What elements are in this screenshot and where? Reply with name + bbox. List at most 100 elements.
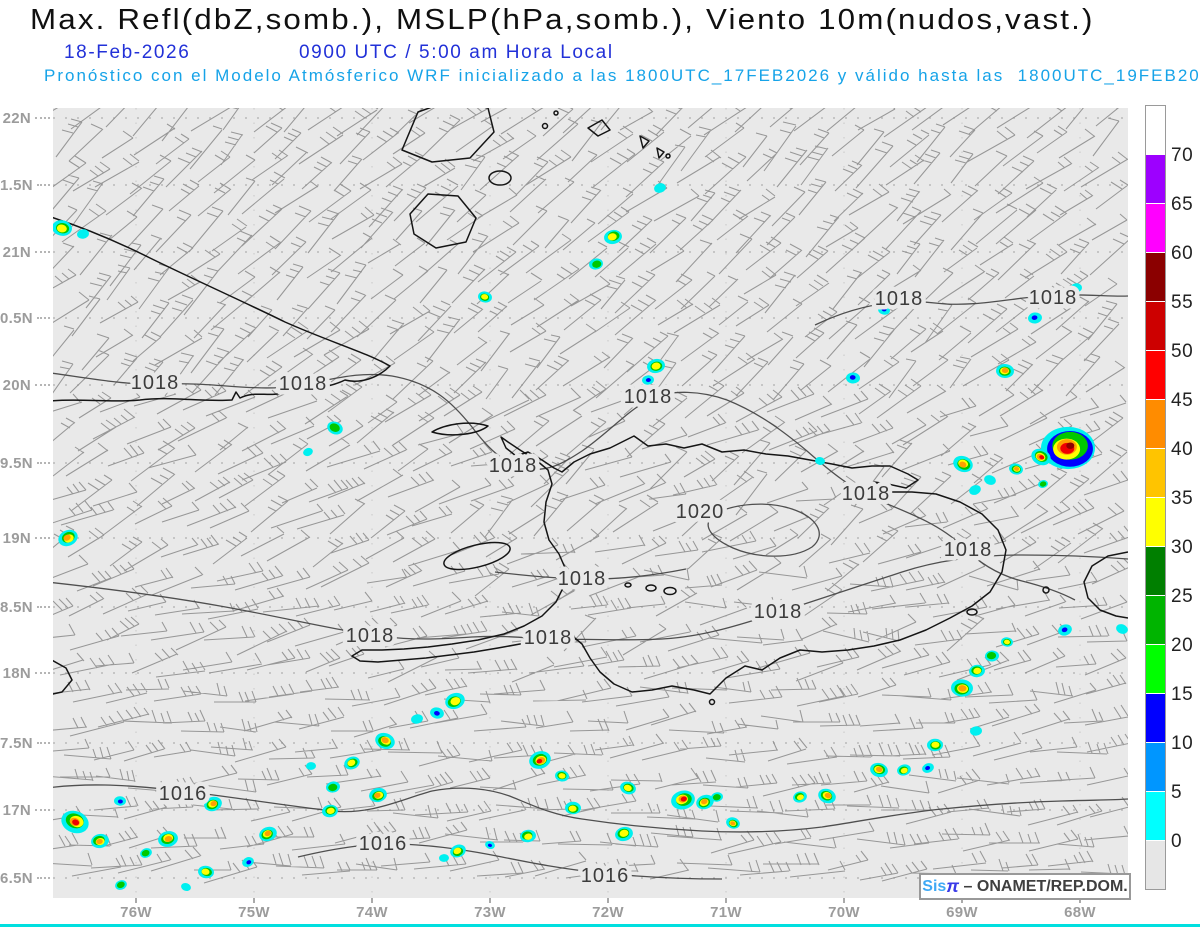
forecast-time: 0900 UTC / 5:00 am Hora Local [299, 42, 614, 63]
colorbar-segment [1146, 841, 1165, 889]
storm-cell [793, 791, 807, 803]
lat-tick-label: 17N [0, 801, 50, 819]
storm-cell [375, 732, 395, 750]
coastline-saona [966, 608, 978, 616]
lat-leader-dots [35, 672, 50, 674]
storm-cell [671, 790, 695, 810]
coastline-islet [541, 122, 549, 130]
lon-tick-label: 76W [114, 898, 158, 921]
storm-cell [604, 229, 622, 245]
lat-tick-label: 22N [0, 109, 50, 127]
storm-cell [846, 372, 860, 384]
isobar-contour [53, 784, 1128, 833]
colorbar-tick-label: 50 [1171, 341, 1194, 362]
colorbar-segment [1146, 694, 1165, 743]
storm-cell [520, 829, 536, 843]
coastline-little-inagua [488, 170, 512, 186]
model-subtitle: Pronóstico con el Modelo Atmósferico WRF… [44, 66, 1200, 85]
lon-tick-mark [1079, 898, 1081, 903]
storm-cell [642, 375, 654, 385]
storm-cell [969, 664, 985, 678]
storm-cell [1031, 448, 1051, 466]
colorbar-tick-label: 5 [1171, 782, 1183, 803]
storm-cell [430, 707, 444, 719]
storm-cell [870, 762, 888, 778]
storm-cell [77, 229, 89, 239]
colorbar-segment [1146, 253, 1165, 302]
lon-tick-label: 68W [1058, 898, 1102, 921]
storm-cell [158, 831, 178, 847]
storm-cell [953, 455, 973, 473]
bottom-cyan-strip [0, 924, 1200, 927]
storm-cell [327, 421, 343, 435]
storm-cell [58, 529, 78, 547]
lon-tick-label: 75W [232, 898, 276, 921]
storm-cell [1001, 637, 1013, 647]
colorbar-tick-label: 0 [1171, 831, 1183, 852]
reflectivity-colorbar [1145, 105, 1166, 890]
storm-cell [115, 880, 127, 890]
storm-cell [485, 840, 495, 850]
storm-cell [815, 457, 825, 465]
storm-cell [303, 447, 313, 457]
isobar-label: 1018 [1029, 287, 1078, 309]
storm-cell [411, 714, 423, 724]
storm-cell [450, 844, 466, 858]
coastline-caicos-bank [401, 108, 495, 163]
storm-cell [985, 650, 999, 662]
isobar-label: 1018 [944, 539, 993, 561]
lat-tick-label: 6.5N [0, 869, 50, 887]
lat-leader-dots [36, 877, 50, 879]
lat-leader-dots [35, 117, 50, 119]
lat-tick-label: 20N [0, 376, 50, 394]
colorbar-segment [1146, 547, 1165, 596]
lon-tick-label: 69W [940, 898, 984, 921]
isobar-label: 1018 [131, 372, 180, 394]
colorbar-tick-label: 25 [1171, 586, 1194, 607]
storm-cell [1070, 283, 1082, 293]
weather-map: 1018 1018 1018 1018 1018 1018 1020 1018 1018 1018… [53, 108, 1128, 898]
colorbar-segment [1146, 400, 1165, 449]
storm-cell [726, 817, 740, 829]
lat-leader-dots [36, 742, 50, 744]
colorbar-tick-label: 30 [1171, 537, 1194, 558]
lon-tick-label: 70W [822, 898, 866, 921]
storm-cell [654, 183, 666, 193]
coastline-puerto-rico [1083, 551, 1128, 619]
storm-cell [242, 857, 254, 867]
colorbar-tick-label: 70 [1171, 145, 1194, 166]
isobar-label: 1018 [279, 373, 328, 395]
isobar-label: 1018 [558, 568, 607, 590]
lon-tick-label: 74W [350, 898, 394, 921]
watermark-sis: Sis [922, 877, 947, 895]
storm-cell [878, 305, 890, 315]
lat-tick-label: 18N [0, 664, 50, 682]
coastline-islet [553, 110, 559, 116]
watermark-box: Sis π – ONAMET/REP.DOM. [919, 873, 1131, 900]
colorbar-segment [1146, 106, 1165, 155]
storm-cell [711, 792, 723, 802]
isobar-label: 1020 [676, 501, 725, 523]
watermark-org: ONAMET/REP.DOM. [976, 877, 1128, 895]
coastline-islet [665, 153, 671, 159]
isobar-contour [814, 294, 1128, 326]
storm-cell [326, 781, 340, 793]
colorbar-segment [1146, 449, 1165, 498]
lon-tick-mark [843, 898, 845, 903]
lon-tick-mark [371, 898, 373, 903]
storm-cell [140, 848, 152, 858]
storm-cell [897, 764, 911, 776]
colorbar-segment [1146, 792, 1165, 841]
lat-leader-dots [35, 251, 50, 253]
coastline-lake [663, 586, 677, 596]
coastline-cuba [53, 216, 391, 402]
storm-cell [589, 258, 603, 270]
coastlines-layer [53, 108, 1128, 706]
lat-leader-dots [36, 462, 50, 464]
reflectivity-cells-layer [53, 183, 1128, 892]
lon-tick-mark [135, 898, 137, 903]
coastline-jamaica [53, 659, 73, 695]
lat-leader-dots [36, 606, 50, 608]
colorbar-segment [1146, 351, 1165, 400]
colorbar-tick-label: 45 [1171, 390, 1194, 411]
